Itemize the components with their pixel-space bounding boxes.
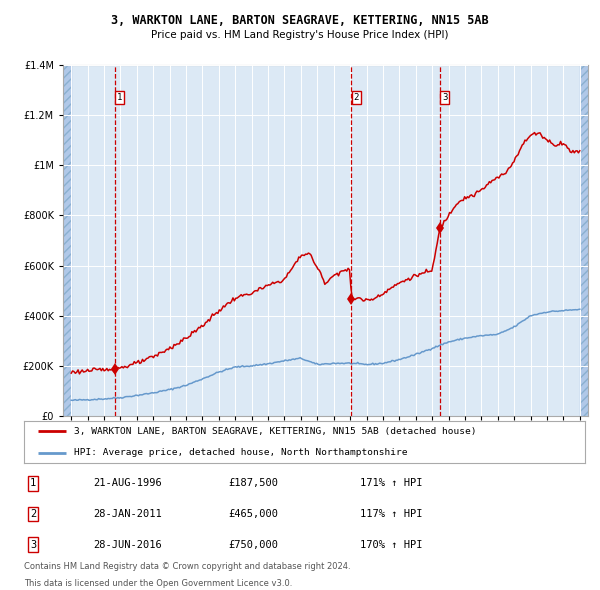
Bar: [580, 65, 588, 416]
Text: 117% ↑ HPI: 117% ↑ HPI: [360, 509, 422, 519]
Text: 1: 1: [116, 93, 122, 102]
Text: £750,000: £750,000: [228, 540, 278, 549]
Bar: [580, 65, 588, 416]
Text: £187,500: £187,500: [228, 478, 278, 488]
Text: 170% ↑ HPI: 170% ↑ HPI: [360, 540, 422, 549]
Text: 171% ↑ HPI: 171% ↑ HPI: [360, 478, 422, 488]
Text: 28-JUN-2016: 28-JUN-2016: [93, 540, 162, 549]
Text: £465,000: £465,000: [228, 509, 278, 519]
Text: 3: 3: [442, 93, 448, 102]
Text: Price paid vs. HM Land Registry's House Price Index (HPI): Price paid vs. HM Land Registry's House …: [151, 31, 449, 40]
Text: 3, WARKTON LANE, BARTON SEAGRAVE, KETTERING, NN15 5AB: 3, WARKTON LANE, BARTON SEAGRAVE, KETTER…: [111, 14, 489, 27]
Text: Contains HM Land Registry data © Crown copyright and database right 2024.: Contains HM Land Registry data © Crown c…: [24, 562, 350, 571]
Text: 3, WARKTON LANE, BARTON SEAGRAVE, KETTERING, NN15 5AB (detached house): 3, WARKTON LANE, BARTON SEAGRAVE, KETTER…: [74, 427, 477, 436]
Text: This data is licensed under the Open Government Licence v3.0.: This data is licensed under the Open Gov…: [24, 579, 292, 588]
Text: 3: 3: [30, 540, 36, 549]
Text: 1: 1: [30, 478, 36, 488]
Text: 28-JAN-2011: 28-JAN-2011: [93, 509, 162, 519]
Text: 2: 2: [353, 93, 359, 102]
Bar: [63, 65, 71, 416]
Text: HPI: Average price, detached house, North Northamptonshire: HPI: Average price, detached house, Nort…: [74, 448, 408, 457]
Text: 21-AUG-1996: 21-AUG-1996: [93, 478, 162, 488]
Text: 2: 2: [30, 509, 36, 519]
Bar: [63, 65, 71, 416]
